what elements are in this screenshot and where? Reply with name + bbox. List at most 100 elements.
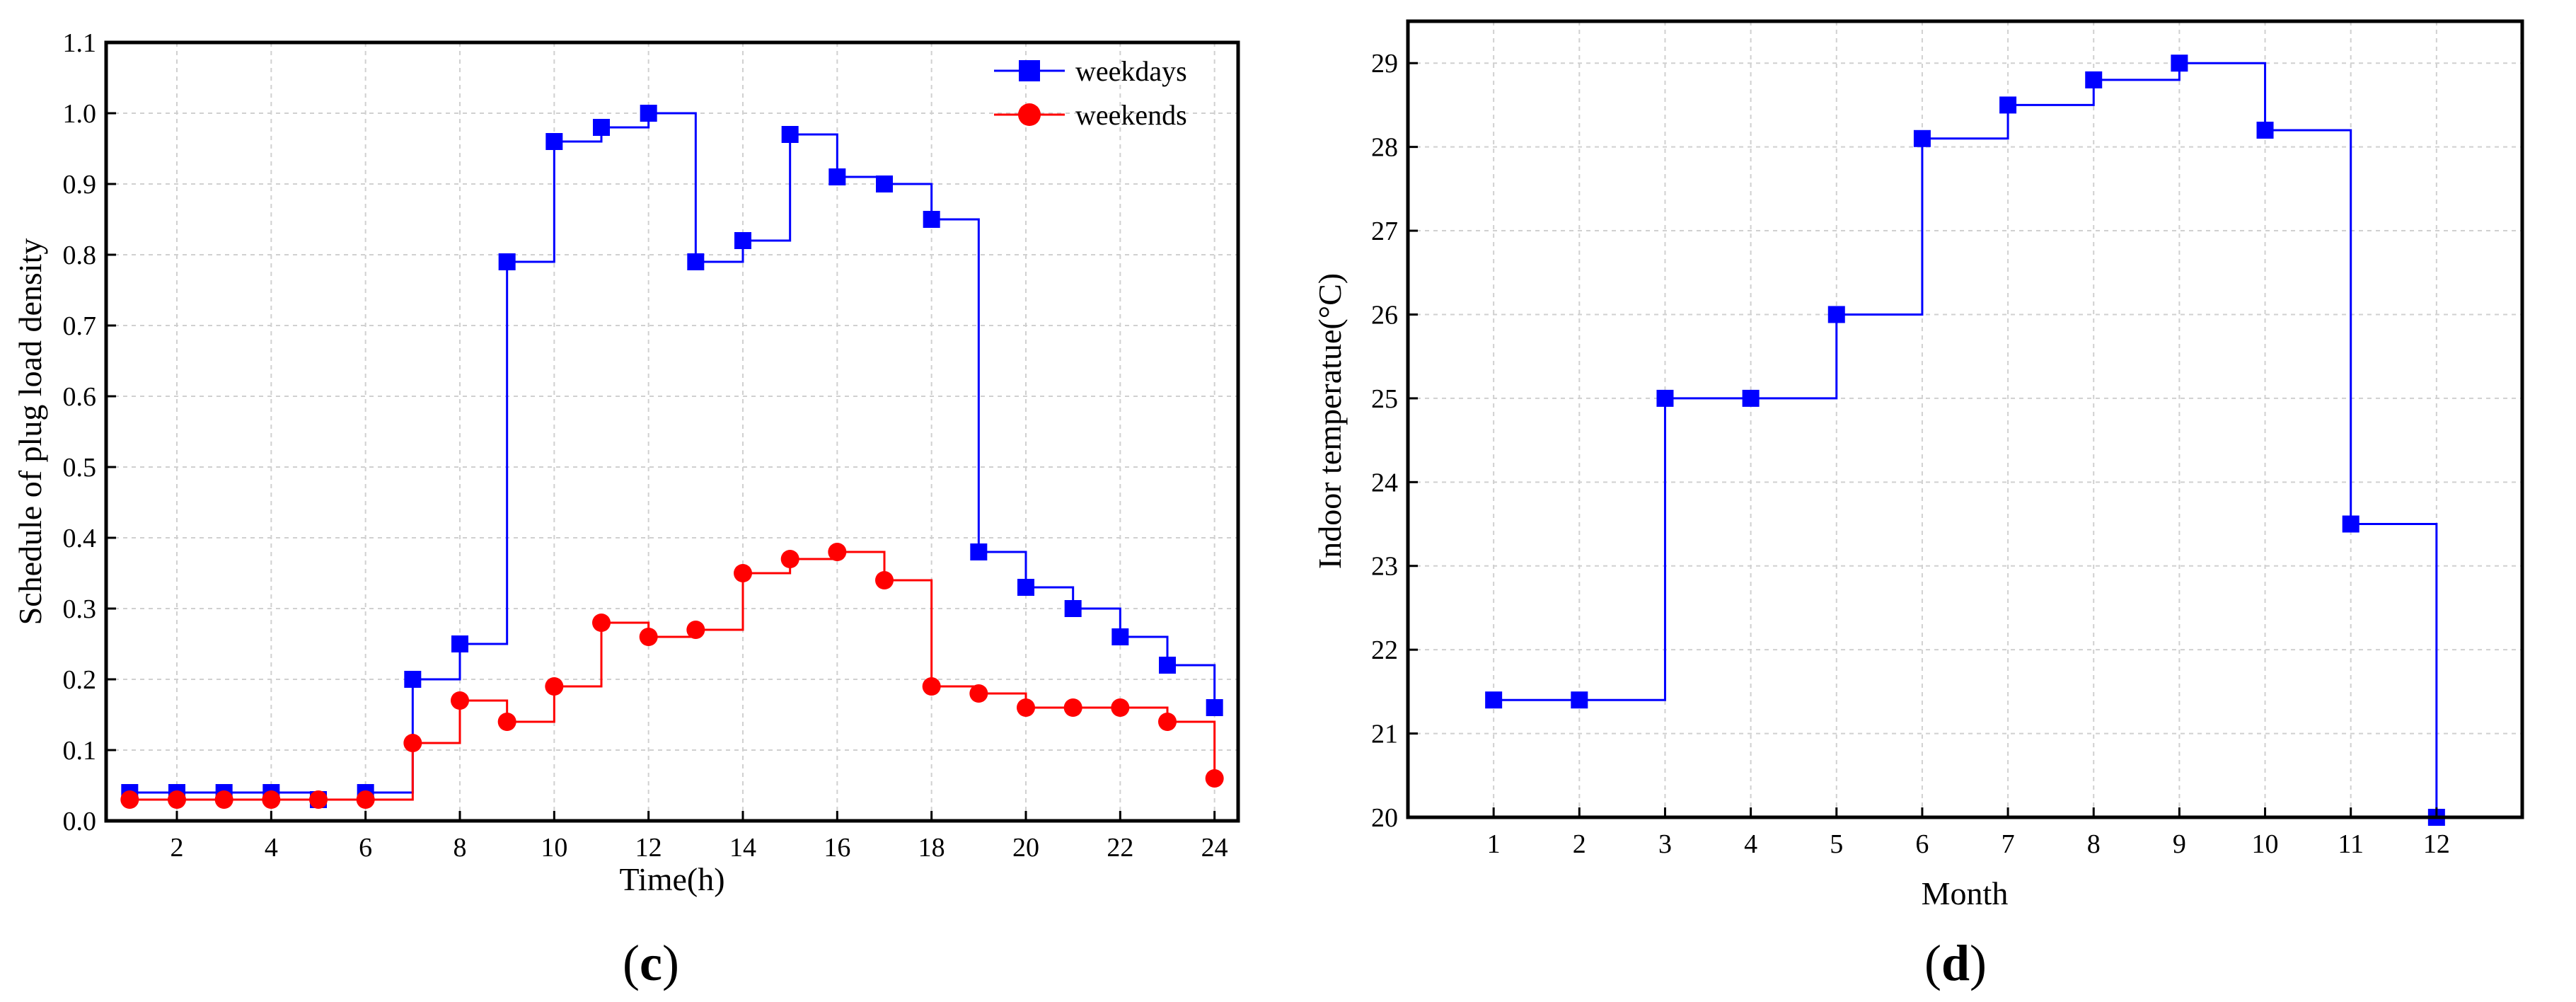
chart-c-x-tick-label: 22	[1107, 833, 1133, 863]
data-point-weekdays	[828, 168, 846, 185]
chart-c-x-tick-label: 24	[1201, 833, 1228, 863]
legend-weekends-label: weekends	[1075, 99, 1187, 131]
chart-c-y-tick-label: 0.3	[63, 594, 97, 624]
data-point-weekdays	[876, 175, 893, 192]
chart-c-x-axis-title: Time(h)	[619, 861, 724, 897]
chart-c-x-tick-label: 6	[359, 833, 372, 863]
data-point-weekends	[497, 713, 516, 731]
chart-c-ticks: 2 4 6 8 10 12 14 16 18 20 22 240.00.10.20.30.40.50.…	[63, 28, 1228, 863]
chart-d-x-tick-label: 5	[1830, 829, 1843, 859]
data-point-weekdays	[923, 211, 940, 228]
panel-letter-c: c	[640, 935, 662, 991]
data-point-weekends	[592, 614, 611, 632]
chart-d-x-tick-label: 2	[1573, 829, 1586, 859]
data-point-weekdays	[734, 232, 751, 249]
chart-c-x-tick-label: 14	[729, 833, 756, 863]
chart-c-y-tick-label: 0.0	[63, 807, 97, 836]
data-point-weekends	[686, 621, 705, 639]
chart-c-y-tick-label: 0.8	[63, 241, 97, 270]
data-point-weekends	[214, 790, 233, 809]
data-point-indoor-temperature	[1827, 306, 1845, 323]
chart-d-x-tick-label: 11	[2338, 829, 2364, 859]
chart-c-grid	[106, 42, 1238, 822]
chart-d-series	[1485, 54, 2445, 826]
chart-c-x-tick-label: 18	[918, 833, 945, 863]
chart-d-y-tick-label: 22	[1371, 635, 1398, 665]
data-point-weekends	[1063, 698, 1082, 717]
data-point-weekdays	[1064, 600, 1082, 617]
data-point-weekdays	[404, 671, 422, 688]
chart-c-y-axis-title: Schedule of plug load density	[12, 238, 48, 626]
data-point-weekends	[403, 734, 422, 752]
chart-c-y-tick-label: 1.1	[63, 28, 97, 58]
chart-c-y-tick-label: 1.0	[63, 99, 97, 129]
data-point-indoor-temperature	[2342, 515, 2360, 533]
data-point-weekdays	[593, 119, 610, 136]
series-weekends-line	[129, 551, 1216, 801]
data-point-indoor-temperature	[1999, 96, 2017, 114]
data-point-indoor-temperature	[2256, 121, 2274, 139]
data-point-indoor-temperature	[1913, 129, 1931, 147]
data-point-weekends	[262, 790, 281, 809]
data-point-weekdays	[1206, 699, 1223, 716]
data-point-weekdays	[451, 635, 468, 652]
chart-d-frame	[1406, 19, 2524, 819]
data-point-weekends	[1111, 698, 1130, 717]
chart-d-y-tick-label: 27	[1371, 217, 1398, 246]
panel-letter-d: d	[1941, 935, 1970, 991]
chart-d-y-tick-label: 25	[1371, 384, 1398, 414]
data-point-weekends	[639, 628, 658, 646]
panel-label-d: (d)	[1924, 935, 1987, 991]
chart-c-y-tick-label: 0.2	[63, 665, 97, 695]
chart-d-y-tick-label: 26	[1371, 300, 1398, 330]
data-point-weekends	[734, 564, 752, 582]
chart-c-x-tick-label: 20	[1012, 833, 1039, 863]
data-point-weekdays	[970, 543, 988, 560]
chart-d-y-axis-title: Indoor temperatue(°C)	[1312, 273, 1348, 569]
chart-c-series	[120, 105, 1224, 809]
chart-d-x-tick-label: 12	[2423, 829, 2450, 859]
data-point-indoor-temperature	[1742, 389, 1760, 407]
data-point-weekends	[922, 677, 941, 696]
chart-d-x-axis-title: Month	[1922, 875, 2009, 911]
data-point-indoor-temperature	[2171, 54, 2188, 72]
data-point-weekends	[451, 691, 469, 710]
series-weekdays-line	[129, 112, 1216, 801]
chart-c-x-tick-label: 2	[171, 833, 184, 863]
chart-c-frame	[104, 40, 1240, 823]
data-point-indoor-temperature	[1571, 691, 1588, 709]
chart-d-x-tick-label: 9	[2173, 829, 2186, 859]
data-point-weekends	[969, 684, 988, 703]
chart-c-x-tick-label: 10	[541, 833, 567, 863]
chart-d-y-tick-label: 29	[1371, 49, 1398, 79]
data-point-weekdays	[1017, 579, 1034, 596]
chart-c-x-tick-label: 4	[265, 833, 278, 863]
panel-label-c: (c)	[623, 935, 679, 991]
chart-c-legend: weekdays weekends	[994, 55, 1187, 131]
chart-d-x-tick-label: 7	[2002, 829, 2015, 859]
chart-c-x-tick-label: 12	[635, 833, 662, 863]
data-point-weekends	[1017, 698, 1035, 717]
chart-d-y-tick-label: 21	[1371, 720, 1398, 749]
data-point-weekdays	[1159, 657, 1176, 674]
chart-d-x-tick-label: 3	[1658, 829, 1672, 859]
chart-c-y-tick-label: 0.7	[63, 311, 97, 341]
data-point-weekdays	[687, 253, 705, 270]
data-point-weekends	[1205, 769, 1224, 788]
chart-c-x-tick-label: 8	[454, 833, 467, 863]
data-point-weekends	[545, 677, 564, 696]
chart-d-x-tick-label: 10	[2252, 829, 2279, 859]
data-point-weekends	[309, 790, 328, 809]
chart-d-x-tick-label: 8	[2087, 829, 2101, 859]
chart-d-y-tick-label: 23	[1371, 552, 1398, 582]
chart-c-y-tick-label: 0.5	[63, 453, 97, 483]
legend-weekdays-marker	[1019, 60, 1040, 81]
data-point-weekends	[1158, 713, 1177, 731]
series-indoor-temperature-line	[1494, 62, 2438, 817]
data-point-weekdays	[640, 105, 657, 122]
chart-d-x-tick-label: 1	[1487, 829, 1501, 859]
chart-c-y-tick-label: 0.4	[63, 524, 97, 553]
